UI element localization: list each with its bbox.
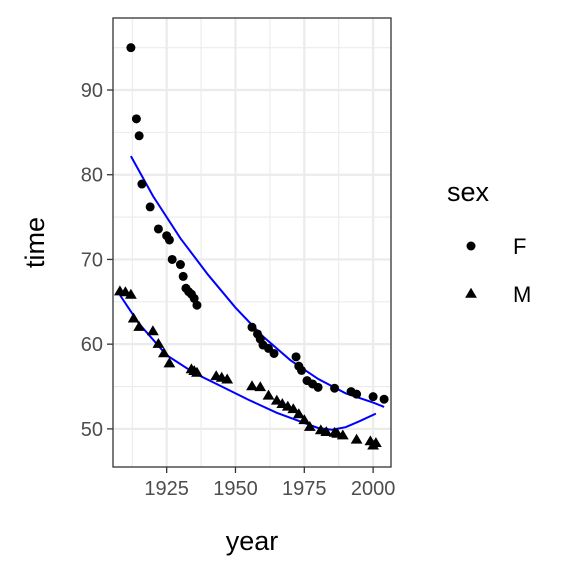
y-axis-ticks: 50 60 70 80 90 xyxy=(81,80,113,441)
data-point-f xyxy=(175,260,185,270)
data-point-f xyxy=(131,114,141,124)
data-point-f xyxy=(145,202,155,212)
data-point-f xyxy=(352,389,362,399)
data-point-m xyxy=(336,429,349,440)
grid-minor xyxy=(113,18,391,467)
y-tick-label: 80 xyxy=(81,165,103,187)
data-point-f xyxy=(178,271,188,281)
data-point-m xyxy=(292,408,305,419)
x-axis-title: year xyxy=(226,526,279,556)
data-point-f xyxy=(137,179,147,189)
legend-title: sex xyxy=(447,177,490,207)
data-points xyxy=(114,43,389,450)
data-point-f xyxy=(291,352,301,362)
data-point-m xyxy=(303,421,316,431)
data-point-f xyxy=(330,383,340,393)
x-tick-label: 1925 xyxy=(144,478,189,500)
legend-key-f xyxy=(466,241,476,251)
data-point-m xyxy=(158,347,170,358)
plot-panel xyxy=(113,18,391,467)
data-point-m xyxy=(191,366,203,377)
legend-key-m xyxy=(465,287,477,298)
data-point-f xyxy=(192,300,202,310)
data-point-f xyxy=(189,293,199,303)
data-point-m xyxy=(127,312,140,323)
data-point-f xyxy=(297,365,307,375)
data-point-f xyxy=(368,392,378,402)
data-point-m xyxy=(262,389,275,400)
y-axis-title: time xyxy=(20,217,50,268)
data-point-f xyxy=(313,382,323,392)
data-point-m xyxy=(287,403,300,414)
data-point-m xyxy=(246,380,258,391)
y-tick-label: 60 xyxy=(81,334,103,356)
x-tick-label: 2000 xyxy=(351,478,396,500)
legend-label-m: M xyxy=(513,282,531,307)
data-point-f xyxy=(247,322,257,332)
legend: sex FM xyxy=(447,177,531,307)
y-tick-label: 70 xyxy=(81,249,103,271)
data-point-f xyxy=(269,348,279,358)
data-point-m xyxy=(125,288,137,299)
data-point-m xyxy=(350,433,363,444)
data-point-f xyxy=(126,43,136,53)
data-point-m xyxy=(370,437,382,447)
data-point-f xyxy=(134,131,144,141)
plot-panel-border xyxy=(112,17,392,468)
x-axis-ticks: 1925 1950 1975 2000 xyxy=(144,467,395,500)
data-point-f xyxy=(153,224,163,234)
data-point-m xyxy=(163,357,176,368)
y-tick-label: 50 xyxy=(81,419,103,441)
data-point-m xyxy=(298,414,311,425)
x-tick-label: 1950 xyxy=(213,478,258,500)
x-tick-label: 1975 xyxy=(282,478,327,500)
data-point-m xyxy=(147,325,159,336)
data-point-m xyxy=(320,426,333,436)
data-point-m xyxy=(270,394,283,405)
legend-label-f: F xyxy=(513,234,526,259)
data-point-m xyxy=(221,373,234,384)
data-point-f xyxy=(379,394,389,404)
data-point-m xyxy=(152,338,165,348)
data-point-f xyxy=(167,254,177,264)
data-point-m xyxy=(254,381,267,392)
data-point-f xyxy=(164,235,174,245)
data-point-m xyxy=(133,321,145,331)
y-tick-label: 90 xyxy=(81,80,103,102)
